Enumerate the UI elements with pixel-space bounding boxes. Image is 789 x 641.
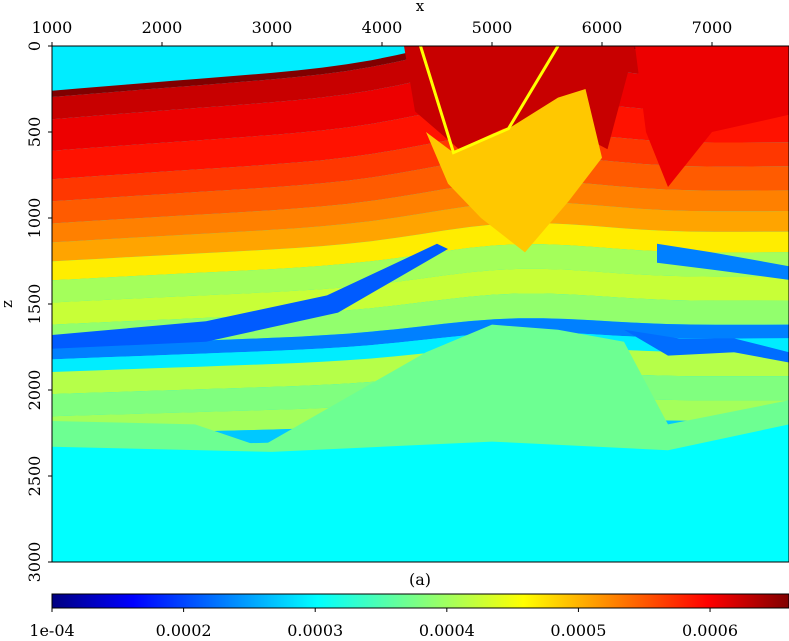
heatmap-layer — [52, 244, 789, 303]
x-tick-label: 5000 — [472, 18, 513, 37]
region-right-high-velocity — [635, 46, 789, 187]
heatmap-layer — [52, 180, 789, 243]
colorbar-tick-label: 0.0003 — [287, 621, 343, 640]
colorbar-tick-label: 0.0005 — [550, 621, 606, 640]
region-salt-dome — [52, 324, 789, 468]
chart-caption: (a) — [409, 570, 431, 589]
x-axis-label: x — [416, 0, 425, 15]
colorbar-tick-label: 0.0004 — [419, 621, 475, 640]
fault-line — [419, 46, 560, 155]
region-blue-lens-2 — [624, 329, 789, 363]
y-tick-label: 2500 — [25, 456, 44, 497]
colorbar — [51, 593, 789, 609]
x-tick-label: 7000 — [692, 18, 733, 37]
heatmap-area — [52, 46, 789, 562]
region-blue-lens-1 — [52, 243, 448, 349]
heatmap-layer — [52, 131, 789, 202]
y-tick-label: 1000 — [25, 198, 44, 239]
y-tick-label: 3000 — [25, 542, 44, 583]
colorbar-tick-label: 0.0002 — [156, 621, 212, 640]
y-axis-label: z — [0, 300, 16, 308]
region-fault-wedge — [426, 89, 602, 253]
region-basement — [52, 424, 789, 562]
y-tick-label: 0 — [25, 41, 44, 51]
x-axis-ticks: 1000 2000 3000 4000 5000 6000 7000 — [32, 18, 733, 46]
heatmap-layer — [52, 318, 789, 360]
x-tick-label: 6000 — [582, 18, 623, 37]
colorbar-tick-label: 0.0006 — [682, 621, 738, 640]
y-axis-ticks: 0 500 1000 1500 2000 2500 3000 — [25, 41, 52, 582]
y-tick-label: 1500 — [25, 284, 44, 325]
colorbar-tick-label: 1e-04 — [29, 621, 74, 640]
heatmap-layer — [52, 156, 789, 224]
x-tick-label: 2000 — [142, 18, 183, 37]
y-tick-label: 500 — [25, 117, 44, 148]
x-tick-label: 1000 — [32, 18, 73, 37]
heatmap-layer — [52, 268, 789, 325]
x-tick-label: 4000 — [362, 18, 403, 37]
heatmap-layer — [52, 202, 789, 262]
y-tick-label: 2000 — [25, 370, 44, 411]
region-blue-lens-3 — [657, 243, 789, 280]
x-tick-label: 3000 — [252, 18, 293, 37]
colorbar-ticks: 1e-04 0.0002 0.0003 0.0004 0.0005 0.0006 — [29, 608, 738, 640]
